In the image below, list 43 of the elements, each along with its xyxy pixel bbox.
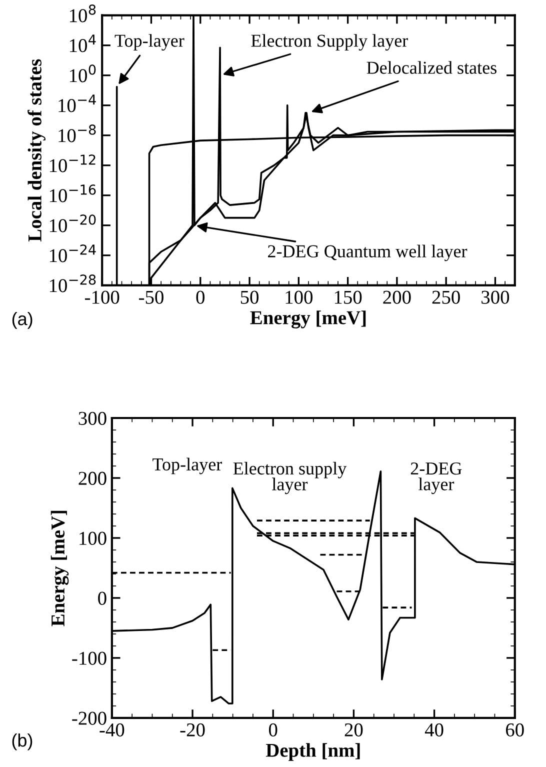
x-tick-label: 250 <box>432 290 460 304</box>
annotation: Top-layer <box>114 34 184 51</box>
x-tick-label: 150 <box>334 290 362 304</box>
y-tick-label: 300 <box>78 412 106 425</box>
y-tick-label: 10$^{8}$ <box>70 4 96 22</box>
x-tick-label: 60 <box>506 723 524 736</box>
x-tick-label: 0 <box>268 723 278 736</box>
y-tick-label: 10$^{−20}$ <box>50 214 96 232</box>
y-tick-label: -200 <box>72 712 106 725</box>
x-tick-label: -50 <box>139 290 164 304</box>
y-tick-label: 10$^{−8}$ <box>58 124 96 142</box>
y-tick-label: 10$^{−16}$ <box>50 184 96 202</box>
y-tick-label: 10$^{0}$ <box>70 64 96 82</box>
y-tick-label: 10$^{4}$ <box>70 34 96 52</box>
y-axis-title: Local density of states <box>28 59 46 242</box>
annotation: Delocalized states <box>366 61 496 74</box>
y-tick-label: 0 <box>98 592 106 605</box>
text: (b) <box>12 733 32 750</box>
x-tick-label: 100 <box>286 290 313 304</box>
y-tick-label: 10$^{−28}$ <box>50 274 96 292</box>
x-axis-title: Energy [meV] <box>250 310 366 328</box>
x-tick-label: 40 <box>424 723 444 736</box>
annotation: 2-DEG layer <box>410 462 462 494</box>
y-axis-title: Energy [meV] <box>50 510 69 626</box>
annotation: Electron Supply layer <box>251 34 408 51</box>
y-tick-label: 100 <box>80 532 106 545</box>
x-tick-label: 300 <box>482 290 510 304</box>
x-axis-title: Depth [nm] <box>266 743 360 761</box>
x-tick-label: 200 <box>383 290 411 304</box>
x-tick-label: -40 <box>100 723 124 736</box>
y-tick-label: -100 <box>72 652 106 665</box>
text: (a) <box>12 312 32 329</box>
y-tick-label: 10$^{−4}$ <box>58 94 96 112</box>
x-tick-label: 50 <box>240 290 259 304</box>
annotation: Electron supply layer <box>233 462 347 494</box>
annotation: 2-DEG Quantum well layer <box>268 244 468 262</box>
x-tick-label: -20 <box>180 723 205 736</box>
x-tick-label: 20 <box>344 723 363 736</box>
y-tick-label: 10$^{−24}$ <box>50 244 96 262</box>
y-tick-label: 200 <box>78 472 106 485</box>
y-tick-label: 10$^{−12}$ <box>50 154 96 172</box>
x-tick-label: 0 <box>196 290 204 304</box>
annotation: Top-layer <box>152 458 222 474</box>
